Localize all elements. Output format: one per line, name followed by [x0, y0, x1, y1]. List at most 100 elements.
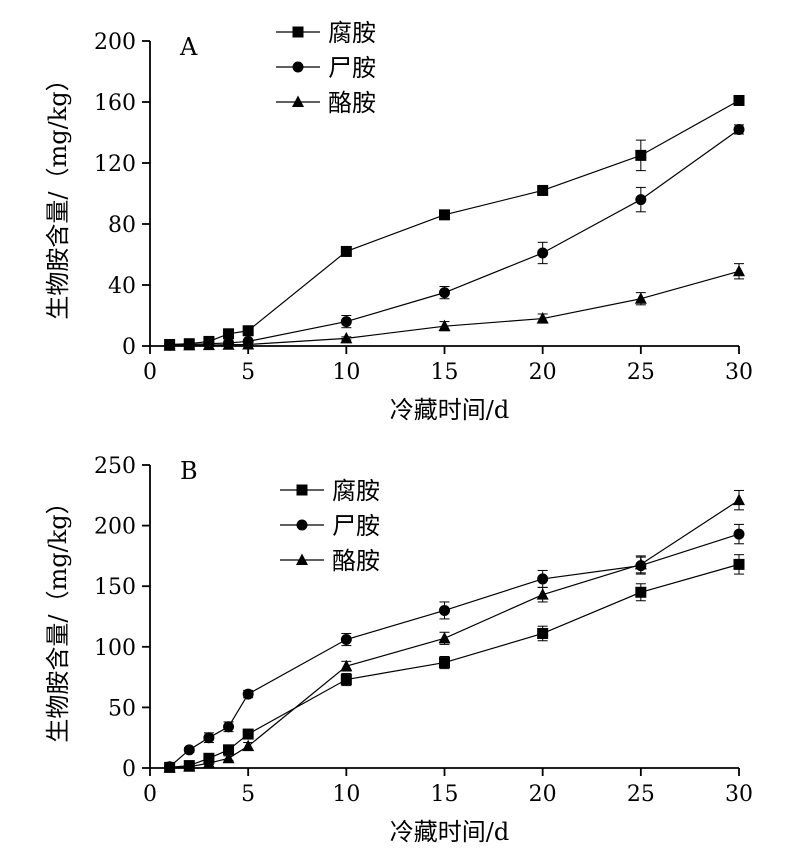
data-point: [340, 659, 353, 672]
data-point: [340, 245, 352, 257]
data-point: [733, 493, 745, 506]
legend-marker: [296, 553, 308, 565]
data-point: [537, 627, 549, 639]
x-tick-label: 15: [431, 360, 459, 385]
y-tick-label: 0: [122, 335, 136, 360]
data-point: [223, 721, 235, 733]
legend-marker: [296, 484, 308, 496]
data-point: [733, 558, 745, 570]
y-tick-label: 50: [108, 696, 136, 721]
legend-label: 腐胺: [328, 19, 376, 47]
legend-item: 酪胺: [280, 547, 380, 575]
data-point: [163, 761, 176, 773]
y-tick-label: 160: [94, 91, 136, 116]
data-point: [536, 588, 549, 600]
chart-panel-a: 0 40 80 120 160 200 0 5 10 15 20 25 30 冷藏时间/d 生物胺含量/（m…: [44, 19, 753, 424]
x-tick-label: 30: [725, 360, 753, 385]
data-point: [635, 149, 647, 161]
legend-marker: [292, 61, 304, 73]
data-point: [163, 339, 176, 351]
data-point: [242, 337, 255, 350]
data-point: [438, 631, 451, 644]
x-tick-label: 30: [725, 782, 753, 807]
legend-item: 腐胺: [280, 477, 380, 505]
data-point: [634, 292, 647, 304]
chart-panel-b: 0 50 100 150 200 250 0 5 10 15 20 25 30 冷藏时间/d 生物胺含量/（…: [44, 454, 753, 846]
data-point: [733, 94, 745, 106]
legend-item: 尸胺: [280, 512, 380, 540]
legend-label: 酪胺: [332, 547, 380, 575]
data-point: [183, 744, 195, 756]
legend-item: 腐胺: [276, 19, 376, 47]
data-point: [340, 316, 352, 328]
data-point: [537, 573, 549, 585]
data-point: [536, 312, 549, 324]
data-point: [202, 338, 215, 351]
data-point: [537, 247, 549, 259]
data-point: [242, 325, 254, 337]
series-circle: [164, 123, 745, 351]
data-point: [242, 739, 255, 752]
data-point: [733, 123, 745, 135]
panel-label: B: [180, 457, 198, 485]
x-axis-label: 冷藏时间/d: [390, 818, 509, 846]
x-tick-label: 10: [332, 360, 360, 385]
data-point: [340, 674, 352, 686]
panel-label: A: [179, 33, 198, 61]
data-point: [733, 264, 745, 277]
x-tick-label: 0: [143, 360, 157, 385]
x-tick-label: 5: [241, 360, 255, 385]
data-point: [439, 209, 450, 221]
series-triangle: [163, 263, 745, 351]
data-point: [222, 338, 235, 350]
series-line: [169, 533, 740, 768]
series-line: [169, 499, 740, 769]
x-tick-label: 10: [332, 782, 360, 807]
y-tick-label: 250: [94, 454, 136, 479]
data-point: [733, 528, 745, 540]
x-tick-label: 20: [529, 360, 557, 385]
data-point: [183, 760, 196, 772]
legend-item: 尸胺: [276, 54, 376, 82]
data-point: [438, 319, 451, 332]
data-point: [634, 557, 647, 570]
x-axis-label: 冷藏时间/d: [390, 396, 509, 424]
data-point: [439, 657, 450, 669]
legend-marker: [292, 26, 304, 38]
y-tick-label: 80: [108, 213, 136, 238]
data-point: [222, 751, 235, 764]
data-point: [242, 728, 254, 740]
data-point: [340, 331, 353, 344]
series-line: [169, 270, 740, 347]
x-tick-label: 20: [529, 782, 557, 807]
series-line: [169, 128, 740, 346]
data-point: [439, 604, 450, 616]
data-point: [183, 338, 196, 351]
data-point: [223, 328, 235, 340]
data-point: [223, 744, 235, 756]
data-point: [635, 586, 647, 598]
y-tick-label: 40: [108, 274, 136, 299]
legend-label: 腐胺: [332, 477, 380, 505]
series-line: [169, 99, 740, 346]
data-point: [242, 688, 254, 700]
data-point: [635, 194, 647, 206]
series-triangle: [163, 489, 745, 773]
legend-label: 尸胺: [328, 54, 376, 82]
data-point: [202, 756, 215, 769]
x-tick-label: 15: [431, 782, 459, 807]
y-axis-label: 生物胺含量/（mg/kg）: [44, 490, 72, 742]
series-line: [169, 563, 740, 768]
y-tick-label: 200: [94, 515, 136, 540]
y-tick-label: 200: [94, 30, 136, 55]
legend-item: 酪胺: [276, 89, 376, 117]
data-point: [537, 184, 549, 196]
y-axis-label: 生物胺含量/（mg/kg）: [44, 67, 72, 319]
x-tick-label: 25: [627, 782, 655, 807]
data-point: [340, 634, 352, 646]
x-tick-label: 25: [627, 360, 655, 385]
y-tick-label: 100: [94, 636, 136, 661]
y-tick-label: 0: [122, 757, 136, 782]
x-tick-label: 5: [241, 782, 255, 807]
